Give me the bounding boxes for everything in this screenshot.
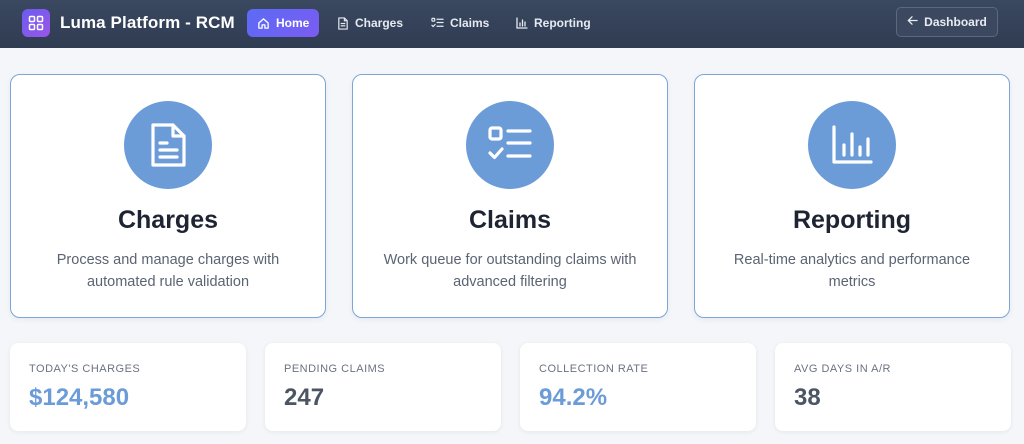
top-navbar: Luma Platform - RCM Home Charges (0, 0, 1024, 48)
nav-item-label: Claims (450, 16, 490, 30)
card-description: Work queue for outstanding claims with a… (383, 252, 637, 290)
dashboard-button-label: Dashboard (924, 15, 987, 29)
arrow-left-icon (907, 15, 918, 29)
checklist-icon (466, 101, 554, 189)
stat-card-avg-days-ar: AVG DAYS IN A/R 38 (775, 343, 1011, 431)
stat-card-todays-charges: TODAY'S CHARGES $124,580 (10, 343, 246, 431)
stat-card-pending-claims: PENDING CLAIMS 247 (265, 343, 501, 431)
bar-chart-icon (808, 101, 896, 189)
stat-label: AVG DAYS IN A/R (794, 363, 891, 375)
charges-card[interactable]: Charges Process and manage charges with … (10, 74, 326, 318)
stat-value: 38 (794, 384, 821, 411)
nav-item-label: Reporting (534, 16, 591, 30)
card-description: Real-time analytics and performance metr… (733, 252, 971, 290)
nav-item-charges[interactable]: Charges (327, 9, 413, 37)
nav-item-label: Charges (355, 16, 404, 30)
document-icon (337, 16, 349, 30)
stat-value: 94.2% (539, 384, 608, 411)
nav-item-reporting[interactable]: Reporting (506, 9, 601, 37)
nav-item-label: Home (276, 16, 310, 30)
stat-label: PENDING CLAIMS (284, 363, 386, 375)
checklist-icon (431, 17, 444, 29)
bar-chart-icon (516, 17, 528, 29)
stat-value: 247 (284, 384, 325, 411)
dashboard-button[interactable]: Dashboard (896, 7, 998, 37)
app-logo-icon[interactable] (22, 9, 50, 37)
stat-card-collection-rate: COLLECTION RATE 94.2% (520, 343, 756, 431)
nav-item-home[interactable]: Home (247, 9, 320, 37)
claims-card[interactable]: Claims Work queue for outstanding claims… (352, 74, 668, 318)
card-title: Charges (117, 206, 219, 234)
home-icon (257, 17, 270, 30)
card-title: Claims (469, 206, 551, 234)
stat-label: TODAY'S CHARGES (29, 363, 141, 375)
card-title: Reporting (792, 206, 912, 234)
app-title[interactable]: Luma Platform - RCM (60, 13, 235, 32)
card-description: Process and manage charges with automate… (56, 252, 280, 290)
stat-label: COLLECTION RATE (539, 363, 649, 375)
stat-value: $124,580 (29, 384, 130, 411)
document-icon (124, 101, 212, 189)
reporting-card[interactable]: Reporting Real-time analytics and perfor… (694, 74, 1010, 318)
nav-item-claims[interactable]: Claims (421, 9, 499, 37)
